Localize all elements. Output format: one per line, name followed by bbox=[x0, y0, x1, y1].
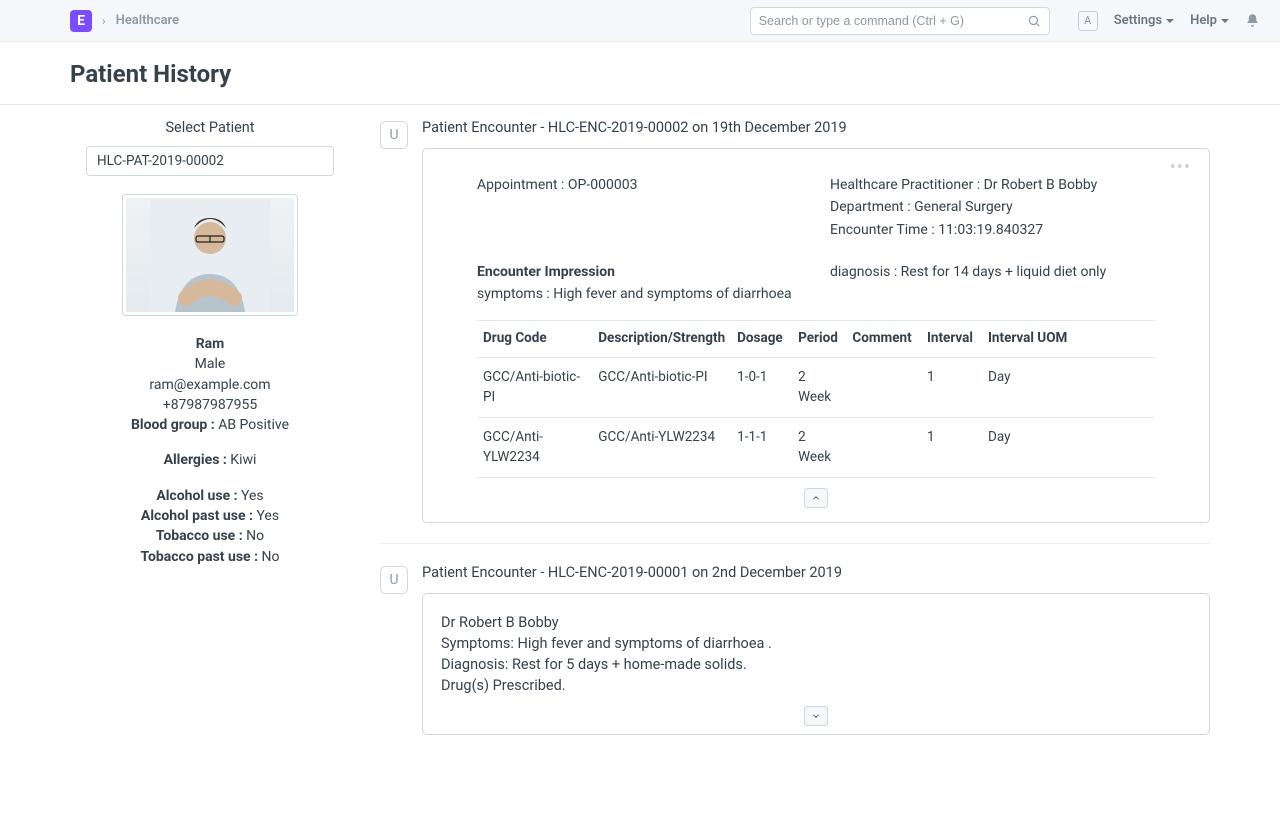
cell: 1-0-1 bbox=[731, 358, 792, 418]
appointment-line: Appointment : OP-000003 bbox=[477, 175, 802, 195]
cell: 1-1-1 bbox=[731, 418, 792, 478]
select-patient-label: Select Patient bbox=[70, 119, 350, 136]
top-navbar: E › Healthcare A Settings Help bbox=[0, 0, 1280, 42]
allergies-label: Allergies : bbox=[164, 452, 231, 468]
bell-icon[interactable] bbox=[1245, 13, 1260, 28]
encounter-entry: U Patient Encounter - HLC-ENC-2019-00002… bbox=[380, 119, 1210, 544]
drug-table: Drug Code Description/Strength Dosage Pe… bbox=[477, 320, 1155, 478]
alcohol-use-value: Yes bbox=[241, 488, 264, 504]
encounter-card-collapsed: Dr Robert B Bobby Symptoms: High fever a… bbox=[422, 593, 1210, 735]
cell bbox=[846, 418, 921, 478]
timeline-avatar: U bbox=[380, 566, 408, 594]
symptoms-line: Symptoms: High fever and symptoms of dia… bbox=[441, 633, 1191, 654]
th-interval-uom: Interval UOM bbox=[982, 321, 1155, 358]
page-title: Patient History bbox=[70, 60, 1210, 88]
app-logo[interactable]: E bbox=[70, 10, 92, 32]
patient-sidebar: Select Patient HLC-PAT-2019-00002 Ram Ma… bbox=[70, 119, 380, 775]
user-avatar[interactable]: A bbox=[1078, 11, 1098, 31]
cell: Day bbox=[982, 418, 1155, 478]
th-interval: Interval bbox=[921, 321, 982, 358]
impression-heading: Encounter Impression bbox=[477, 262, 802, 282]
patient-select[interactable]: HLC-PAT-2019-00002 bbox=[86, 146, 334, 176]
drugs-line: Drug(s) Prescribed. bbox=[441, 675, 1191, 696]
collapse-button[interactable] bbox=[804, 488, 828, 508]
help-label: Help bbox=[1190, 13, 1217, 28]
th-drug-code: Drug Code bbox=[477, 321, 592, 358]
breadcrumb-item[interactable]: Healthcare bbox=[116, 13, 180, 28]
alcohol-past-label: Alcohol past use : bbox=[141, 508, 257, 524]
th-description: Description/Strength bbox=[592, 321, 731, 358]
cell: 1 bbox=[921, 418, 982, 478]
search-icon bbox=[1027, 14, 1041, 28]
practitioner-line: Healthcare Practitioner : Dr Robert B Bo… bbox=[830, 175, 1155, 195]
settings-label: Settings bbox=[1114, 13, 1162, 28]
expand-button[interactable] bbox=[804, 706, 828, 726]
cell: GCC/Anti-YLW2234 bbox=[477, 418, 592, 478]
blood-group-value: AB Positive bbox=[218, 417, 289, 433]
chevron-down-icon bbox=[811, 711, 821, 721]
chevron-up-icon bbox=[811, 493, 821, 503]
patient-email: ram@example.com bbox=[70, 375, 350, 395]
patient-gender: Male bbox=[70, 354, 350, 374]
cell: GCC/Anti-biotic-PI bbox=[477, 358, 592, 418]
patient-photo bbox=[122, 194, 298, 316]
cell: Day bbox=[982, 358, 1155, 418]
practitioner-line: Dr Robert B Bobby bbox=[441, 612, 1191, 633]
cell: GCC/Anti-YLW2234 bbox=[592, 418, 731, 478]
chevron-down-icon bbox=[1166, 19, 1174, 23]
chevron-down-icon bbox=[1221, 19, 1229, 23]
blood-group-label: Blood group : bbox=[131, 417, 218, 433]
diagnosis-line: Diagnosis: Rest for 5 days + home-made s… bbox=[441, 654, 1191, 675]
tobacco-past-value: No bbox=[262, 549, 280, 565]
card-menu-icon[interactable]: ••• bbox=[1170, 159, 1191, 177]
cell bbox=[846, 358, 921, 418]
cell: GCC/Anti-biotic-PI bbox=[592, 358, 731, 418]
encounter-title[interactable]: Patient Encounter - HLC-ENC-2019-00001 o… bbox=[422, 564, 1210, 581]
global-search[interactable] bbox=[750, 7, 1050, 35]
encounter-card: ••• Appointment : OP-000003 Healthcare P… bbox=[422, 148, 1210, 523]
patient-phone: +87987987955 bbox=[70, 395, 350, 415]
th-comment: Comment bbox=[846, 321, 921, 358]
encounter-entry: U Patient Encounter - HLC-ENC-2019-00001… bbox=[380, 564, 1210, 755]
encounter-title[interactable]: Patient Encounter - HLC-ENC-2019-00002 o… bbox=[422, 119, 1210, 136]
chevron-right-icon: › bbox=[102, 14, 106, 28]
encounter-time-line: Encounter Time : 11:03:19.840327 bbox=[830, 220, 1155, 240]
cell: 2 Week bbox=[792, 358, 846, 418]
encounter-timeline: U Patient Encounter - HLC-ENC-2019-00002… bbox=[380, 119, 1210, 775]
department-line: Department : General Surgery bbox=[830, 197, 1155, 217]
tobacco-use-label: Tobacco use : bbox=[156, 528, 246, 544]
th-period: Period bbox=[792, 321, 846, 358]
tobacco-use-value: No bbox=[246, 528, 264, 544]
alcohol-use-label: Alcohol use : bbox=[156, 488, 241, 504]
alcohol-past-value: Yes bbox=[256, 508, 279, 524]
symptoms-line: symptoms : High fever and symptoms of di… bbox=[477, 284, 802, 304]
allergies-value: Kiwi bbox=[230, 452, 256, 468]
table-row: GCC/Anti-biotic-PI GCC/Anti-biotic-PI 1-… bbox=[477, 358, 1155, 418]
th-dosage: Dosage bbox=[731, 321, 792, 358]
cell: 2 Week bbox=[792, 418, 846, 478]
diagnosis-line: diagnosis : Rest for 14 days + liquid di… bbox=[830, 262, 1155, 282]
help-menu[interactable]: Help bbox=[1190, 13, 1229, 28]
settings-menu[interactable]: Settings bbox=[1114, 13, 1174, 28]
patient-name: Ram bbox=[196, 336, 225, 352]
person-placeholder-icon bbox=[150, 200, 270, 312]
cell: 1 bbox=[921, 358, 982, 418]
patient-info: Ram Male ram@example.com +87987987955 Bl… bbox=[70, 334, 350, 567]
table-row: GCC/Anti-YLW2234 GCC/Anti-YLW2234 1-1-1 … bbox=[477, 418, 1155, 478]
tobacco-past-label: Tobacco past use : bbox=[141, 549, 262, 565]
page-header: Patient History bbox=[0, 42, 1280, 105]
search-input[interactable] bbox=[759, 14, 1027, 28]
timeline-avatar: U bbox=[380, 121, 408, 149]
